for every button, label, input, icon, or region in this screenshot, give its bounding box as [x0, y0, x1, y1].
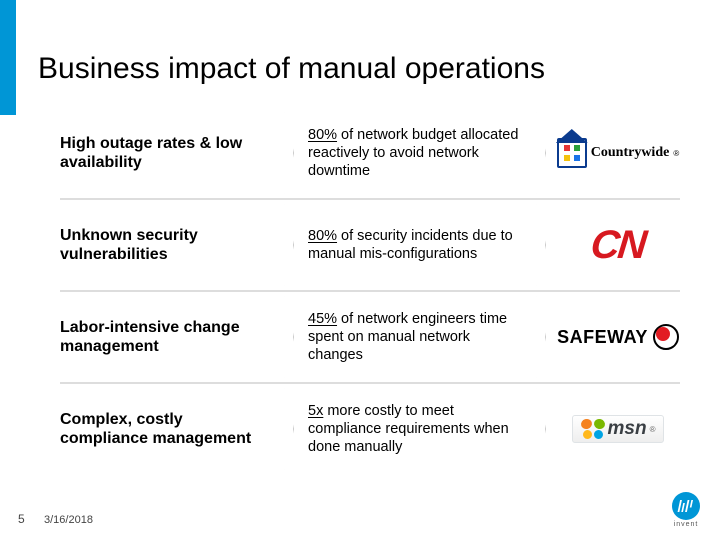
hp-logo: invent [672, 492, 700, 528]
row-brand: Countrywide® [546, 108, 680, 198]
cn-logo: CN [589, 225, 647, 265]
row-mid-text: 45% of network engineers time spent on m… [308, 310, 520, 364]
footer-date: 3/16/2018 [44, 514, 93, 526]
row-mid: 80% of network budget allocated reactive… [294, 108, 546, 198]
row-lead: 80% [308, 228, 337, 244]
row-mid-text: 5x more costly to meet compliance requir… [308, 402, 520, 456]
accent-bar [0, 0, 16, 115]
msn-icon [581, 419, 605, 439]
row-brand: SAFEWAY [546, 292, 680, 382]
countrywide-icon [557, 138, 587, 168]
row-left-text: Unknown security vulnerabilities [60, 226, 268, 264]
content-rows: High outage rates & low availability 80%… [60, 108, 680, 474]
row-left: Labor-intensive change management [60, 292, 294, 382]
hp-icon [672, 492, 700, 520]
reg-mark: ® [673, 149, 679, 158]
msn-word: msn [608, 418, 647, 440]
row-compliance: Complex, costly compliance management 5x… [60, 384, 680, 474]
row-security: Unknown security vulnerabilities 80% of … [60, 200, 680, 292]
row-rest: of network budget allocated reactively t… [308, 127, 518, 179]
safeway-icon [653, 324, 679, 350]
msn-logo: msn ® [572, 415, 665, 443]
row-lead: 80% [308, 127, 337, 143]
row-rest: more costly to meet compliance requireme… [308, 403, 509, 455]
row-left: High outage rates & low availability [60, 108, 294, 198]
safeway-word: SAFEWAY [557, 327, 648, 348]
row-mid: 45% of network engineers time spent on m… [294, 292, 546, 382]
row-labor: Labor-intensive change management 45% of… [60, 292, 680, 384]
row-left-text: Complex, costly compliance management [60, 410, 268, 448]
countrywide-logo: Countrywide® [557, 138, 679, 168]
reg-mark: ® [650, 425, 656, 434]
row-outage: High outage rates & low availability 80%… [60, 108, 680, 200]
safeway-logo: SAFEWAY [557, 324, 679, 350]
row-mid-text: 80% of security incidents due to manual … [308, 227, 520, 263]
row-mid: 5x more costly to meet compliance requir… [294, 384, 546, 474]
row-brand: msn ® [546, 384, 680, 474]
row-left-text: High outage rates & low availability [60, 134, 268, 172]
hp-word: invent [672, 521, 700, 528]
footer-page-number: 5 [18, 512, 25, 526]
page-title: Business impact of manual operations [38, 52, 545, 86]
row-lead: 5x [308, 403, 323, 419]
row-left: Unknown security vulnerabilities [60, 200, 294, 290]
row-lead: 45% [308, 311, 337, 327]
row-left: Complex, costly compliance management [60, 384, 294, 474]
countrywide-word: Countrywide [591, 145, 670, 161]
row-mid-text: 80% of network budget allocated reactive… [308, 126, 520, 180]
row-rest: of security incidents due to manual mis-… [308, 228, 513, 262]
row-rest: of network engineers time spent on manua… [308, 311, 507, 363]
row-mid: 80% of security incidents due to manual … [294, 200, 546, 290]
row-left-text: Labor-intensive change management [60, 318, 268, 356]
row-brand: CN [546, 200, 680, 290]
